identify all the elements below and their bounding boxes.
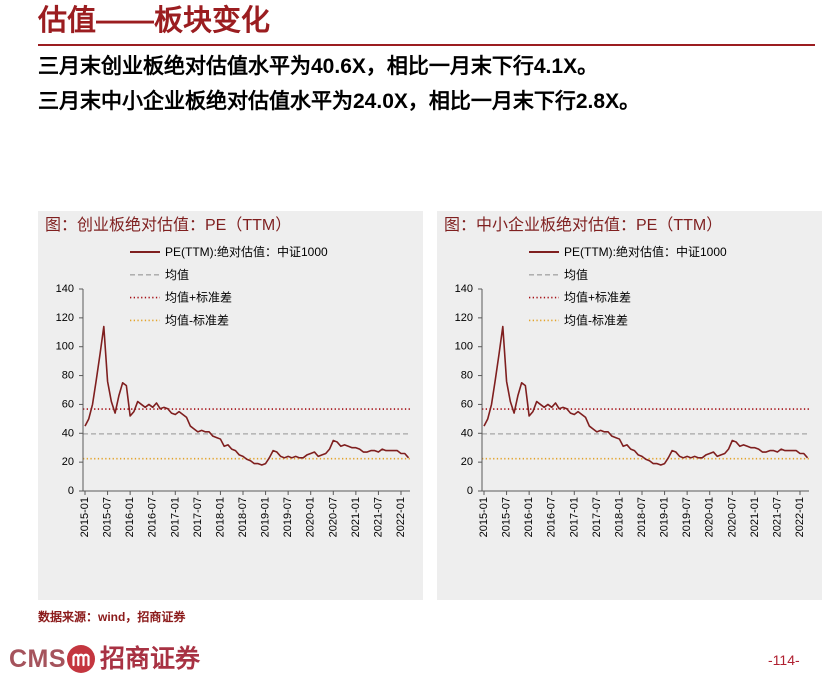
y-tick-label: 60 bbox=[62, 398, 74, 410]
y-tick-label: 0 bbox=[467, 485, 473, 497]
legend-label: 均值 bbox=[165, 267, 189, 282]
x-tick-label: 2020-07 bbox=[327, 497, 339, 537]
legend-label: 均值+标准差 bbox=[564, 290, 631, 305]
legend-mean: 均值 bbox=[130, 267, 189, 282]
x-tick-label: 2019-07 bbox=[681, 497, 693, 537]
y-tick-label: 80 bbox=[461, 370, 473, 382]
y-tick-label: 140 bbox=[56, 283, 74, 295]
slide-title: 估值——板块变化 bbox=[38, 5, 271, 37]
x-tick-label: 2022-01 bbox=[395, 497, 407, 537]
x-tick-label: 2015-07 bbox=[501, 497, 513, 537]
legend-mean-plus-std: 均值+标准差 bbox=[130, 290, 232, 305]
legend-mean-plus-std: 均值+标准差 bbox=[529, 290, 631, 305]
x-tick-label: 2018-01 bbox=[613, 497, 625, 537]
y-tick-label: 80 bbox=[62, 370, 74, 382]
x-tick-label: 2020-01 bbox=[305, 497, 317, 537]
y-tick-label: 0 bbox=[68, 485, 74, 497]
y-tick-label: 20 bbox=[461, 456, 473, 468]
legend-mean-minus-std: 均值-标准差 bbox=[130, 312, 229, 327]
y-tick-label: 100 bbox=[56, 341, 74, 353]
logo-company-name: 招商证券 bbox=[100, 645, 201, 673]
chart-plot-gem: 0 20 40 60 80 100 120 140 2015-01 2015-07 2016-01 2… bbox=[56, 244, 410, 537]
page-number: -114- bbox=[768, 652, 800, 668]
y-tick-label: 40 bbox=[461, 427, 473, 439]
x-tick-label: 2021-07 bbox=[771, 497, 783, 537]
x-tick-label: 2019-01 bbox=[659, 497, 671, 537]
cms-emblem-icon bbox=[67, 645, 95, 673]
x-tick-label: 2017-07 bbox=[192, 497, 204, 537]
title-divider bbox=[38, 44, 815, 46]
chart-panel-gem: 0 20 40 60 80 100 120 140 2015-01 2015-07 2016-01 2… bbox=[38, 211, 423, 600]
legend-mean-minus-std: 均值-标准差 bbox=[529, 312, 628, 327]
y-tick-label: 120 bbox=[455, 312, 473, 324]
x-tick-label: 2018-07 bbox=[237, 497, 249, 537]
series-line-pe-ttm bbox=[483, 325, 809, 466]
x-tick-label: 2015-01 bbox=[478, 497, 490, 537]
y-tick-label: 60 bbox=[461, 398, 473, 410]
x-tick-label: 2021-01 bbox=[749, 497, 761, 537]
legend-label: 均值-标准差 bbox=[165, 312, 229, 327]
x-tick-label: 2017-01 bbox=[169, 497, 181, 537]
x-tick-label: 2015-01 bbox=[79, 497, 91, 537]
logo-text: CMS bbox=[9, 645, 67, 673]
legend-mean: 均值 bbox=[529, 267, 588, 282]
x-tick-label: 2016-07 bbox=[147, 497, 159, 537]
legend-pe-ttm: PE(TTM):绝对估值：中证1000 bbox=[529, 244, 727, 259]
x-tick-label: 2021-01 bbox=[350, 497, 362, 537]
x-tick-label: 2016-01 bbox=[523, 497, 535, 537]
x-tick-label: 2021-07 bbox=[372, 497, 384, 537]
summary-line-gem: 三月末创业板绝对估值水平为40.6X，相比一月末下行4.1X。 bbox=[38, 55, 599, 78]
chart-title: 图：中小企业板绝对估值：PE（TTM） bbox=[444, 217, 723, 234]
chart-plot-sme: 0 20 40 60 80 100 120 140 2015-01 2015-07 2016-01 2… bbox=[455, 244, 809, 537]
x-tick-label: 2016-01 bbox=[124, 497, 136, 537]
summary-line-sme: 三月末中小企业板绝对估值水平为24.0X，相比一月末下行2.8X。 bbox=[38, 90, 641, 113]
x-tick-label: 2018-07 bbox=[636, 497, 648, 537]
x-tick-label: 2019-07 bbox=[282, 497, 294, 537]
x-tick-label: 2017-01 bbox=[568, 497, 580, 537]
chart-panel-sme: 0 20 40 60 80 100 120 140 2015-01 2015-07 2016-01 2… bbox=[437, 211, 822, 600]
legend-label: 均值+标准差 bbox=[165, 290, 232, 305]
data-source-note: 数据来源：wind，招商证券 bbox=[38, 610, 186, 624]
y-tick-label: 120 bbox=[56, 312, 74, 324]
chart-title: 图：创业板绝对估值：PE（TTM） bbox=[45, 217, 292, 234]
y-tick-label: 140 bbox=[455, 283, 473, 295]
x-tick-label: 2015-07 bbox=[102, 497, 114, 537]
y-tick-label: 100 bbox=[455, 341, 473, 353]
legend-label: PE(TTM):绝对估值：中证1000 bbox=[165, 244, 328, 259]
x-tick-label: 2019-01 bbox=[260, 497, 272, 537]
series-line-pe-ttm bbox=[84, 325, 410, 466]
legend-pe-ttm: PE(TTM):绝对估值：中证1000 bbox=[130, 244, 328, 259]
x-tick-label: 2016-07 bbox=[546, 497, 558, 537]
legend-label: PE(TTM):绝对估值：中证1000 bbox=[564, 244, 727, 259]
x-tick-label: 2022-01 bbox=[794, 497, 806, 537]
x-tick-label: 2017-07 bbox=[591, 497, 603, 537]
x-tick-label: 2018-01 bbox=[214, 497, 226, 537]
y-tick-label: 40 bbox=[62, 427, 74, 439]
y-tick-label: 20 bbox=[62, 456, 74, 468]
x-tick-label: 2020-01 bbox=[704, 497, 716, 537]
x-tick-label: 2020-07 bbox=[726, 497, 738, 537]
legend-label: 均值 bbox=[564, 267, 588, 282]
legend-label: 均值-标准差 bbox=[564, 312, 628, 327]
